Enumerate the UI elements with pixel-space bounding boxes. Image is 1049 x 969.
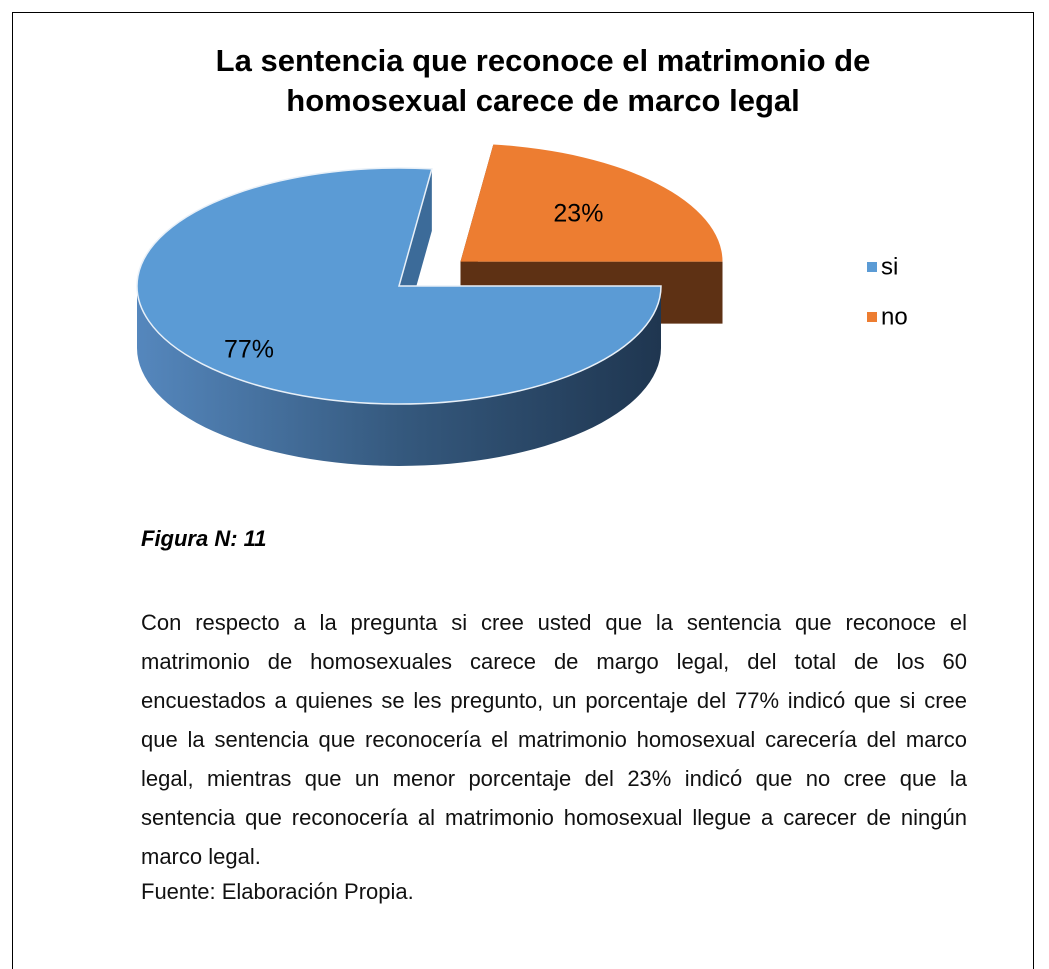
legend-swatch [867,262,877,272]
legend-label: no [881,303,908,330]
paragraph: Con respecto a la pregunta si cree usted… [141,610,967,869]
chart: 23% 77% si no [136,144,908,466]
pie-slice [136,167,662,405]
legend-label: si [881,253,898,280]
chart-title: La sentencia que reconoce el matrimonio … [215,43,871,118]
legend-swatch [867,312,877,322]
figure-label: Figura N: 11 [141,526,267,551]
pie: 23% 77% [136,144,723,466]
data-label: 77% [224,336,274,364]
page-frame: 23% 77% si no La sentencia que reconoce el… [12,12,1034,969]
source: Fuente: Elaboración Propia. [141,879,414,904]
pie-slice [460,144,723,262]
data-label: 23% [553,199,603,227]
legend: si no [867,253,908,330]
slice-side [137,286,661,466]
